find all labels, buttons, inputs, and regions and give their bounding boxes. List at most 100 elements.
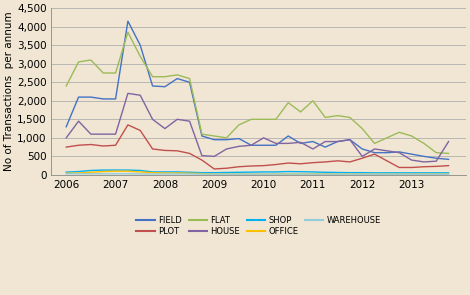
Line: PLOT: PLOT	[66, 125, 448, 169]
FIELD	[76, 95, 81, 99]
PLOT	[137, 129, 143, 132]
HOUSE	[150, 117, 156, 121]
OFFICE	[409, 172, 415, 176]
PLOT	[360, 156, 365, 160]
PLOT	[372, 153, 377, 156]
PLOT	[224, 166, 229, 170]
PLOT	[88, 143, 94, 146]
WAREHOUSE	[396, 173, 402, 176]
HOUSE	[101, 132, 106, 136]
FIELD	[372, 151, 377, 155]
FIELD	[421, 155, 427, 158]
SHOP	[212, 171, 217, 174]
OFFICE	[113, 169, 118, 173]
WAREHOUSE	[347, 172, 352, 176]
FIELD	[322, 145, 328, 149]
OFFICE	[88, 171, 94, 174]
OFFICE	[249, 172, 254, 176]
FIELD	[261, 143, 266, 147]
FIELD	[63, 125, 69, 129]
OFFICE	[446, 172, 451, 176]
Y-axis label: No of Transactions  per annum: No of Transactions per annum	[4, 12, 14, 171]
FLAT	[396, 130, 402, 134]
OFFICE	[261, 172, 266, 176]
WAREHOUSE	[63, 172, 69, 176]
FIELD	[113, 97, 118, 101]
HOUSE	[446, 140, 451, 143]
FIELD	[187, 81, 192, 84]
OFFICE	[421, 172, 427, 176]
PLOT	[310, 161, 316, 164]
OFFICE	[384, 173, 390, 176]
OFFICE	[174, 171, 180, 175]
FIELD	[236, 137, 242, 140]
PLOT	[101, 144, 106, 148]
FIELD	[409, 153, 415, 156]
OFFICE	[150, 171, 156, 174]
SHOP	[187, 171, 192, 174]
SHOP	[310, 170, 316, 174]
HOUSE	[396, 151, 402, 155]
Line: HOUSE: HOUSE	[66, 94, 448, 162]
SHOP	[63, 170, 69, 174]
FIELD	[162, 85, 168, 88]
FLAT	[63, 84, 69, 88]
PLOT	[298, 162, 304, 165]
FIELD	[150, 84, 156, 88]
PLOT	[396, 166, 402, 169]
FIELD	[273, 143, 279, 147]
FIELD	[199, 134, 205, 138]
FLAT	[322, 116, 328, 119]
WAREHOUSE	[360, 173, 365, 176]
SHOP	[76, 170, 81, 173]
SHOP	[261, 170, 266, 174]
HOUSE	[125, 92, 131, 95]
HOUSE	[249, 143, 254, 147]
HOUSE	[273, 142, 279, 145]
FLAT	[137, 55, 143, 58]
FIELD	[101, 97, 106, 101]
HOUSE	[137, 94, 143, 97]
OFFICE	[101, 170, 106, 173]
OFFICE	[236, 172, 242, 176]
FIELD	[384, 151, 390, 155]
OFFICE	[298, 172, 304, 176]
OFFICE	[273, 172, 279, 176]
WAREHOUSE	[125, 172, 131, 176]
HOUSE	[88, 132, 94, 136]
HOUSE	[113, 132, 118, 136]
SHOP	[249, 170, 254, 174]
FLAT	[224, 136, 229, 140]
FIELD	[224, 138, 229, 142]
FLAT	[249, 117, 254, 121]
FLAT	[433, 151, 439, 155]
SHOP	[199, 171, 205, 174]
HOUSE	[409, 158, 415, 162]
SHOP	[335, 171, 340, 174]
OFFICE	[396, 173, 402, 176]
OFFICE	[212, 172, 217, 176]
OFFICE	[347, 172, 352, 176]
HOUSE	[236, 145, 242, 148]
FIELD	[137, 43, 143, 47]
OFFICE	[137, 170, 143, 174]
PLOT	[76, 143, 81, 147]
PLOT	[63, 145, 69, 149]
SHOP	[88, 169, 94, 172]
FLAT	[384, 136, 390, 140]
WAREHOUSE	[101, 172, 106, 176]
HOUSE	[199, 154, 205, 158]
FLAT	[261, 117, 266, 121]
HOUSE	[212, 155, 217, 158]
PLOT	[384, 159, 390, 163]
OFFICE	[335, 172, 340, 176]
PLOT	[285, 161, 291, 165]
FLAT	[187, 77, 192, 80]
SHOP	[396, 171, 402, 175]
PLOT	[236, 165, 242, 168]
OFFICE	[199, 172, 205, 175]
FLAT	[273, 117, 279, 121]
WAREHOUSE	[174, 172, 180, 176]
FIELD	[396, 150, 402, 154]
OFFICE	[360, 172, 365, 176]
